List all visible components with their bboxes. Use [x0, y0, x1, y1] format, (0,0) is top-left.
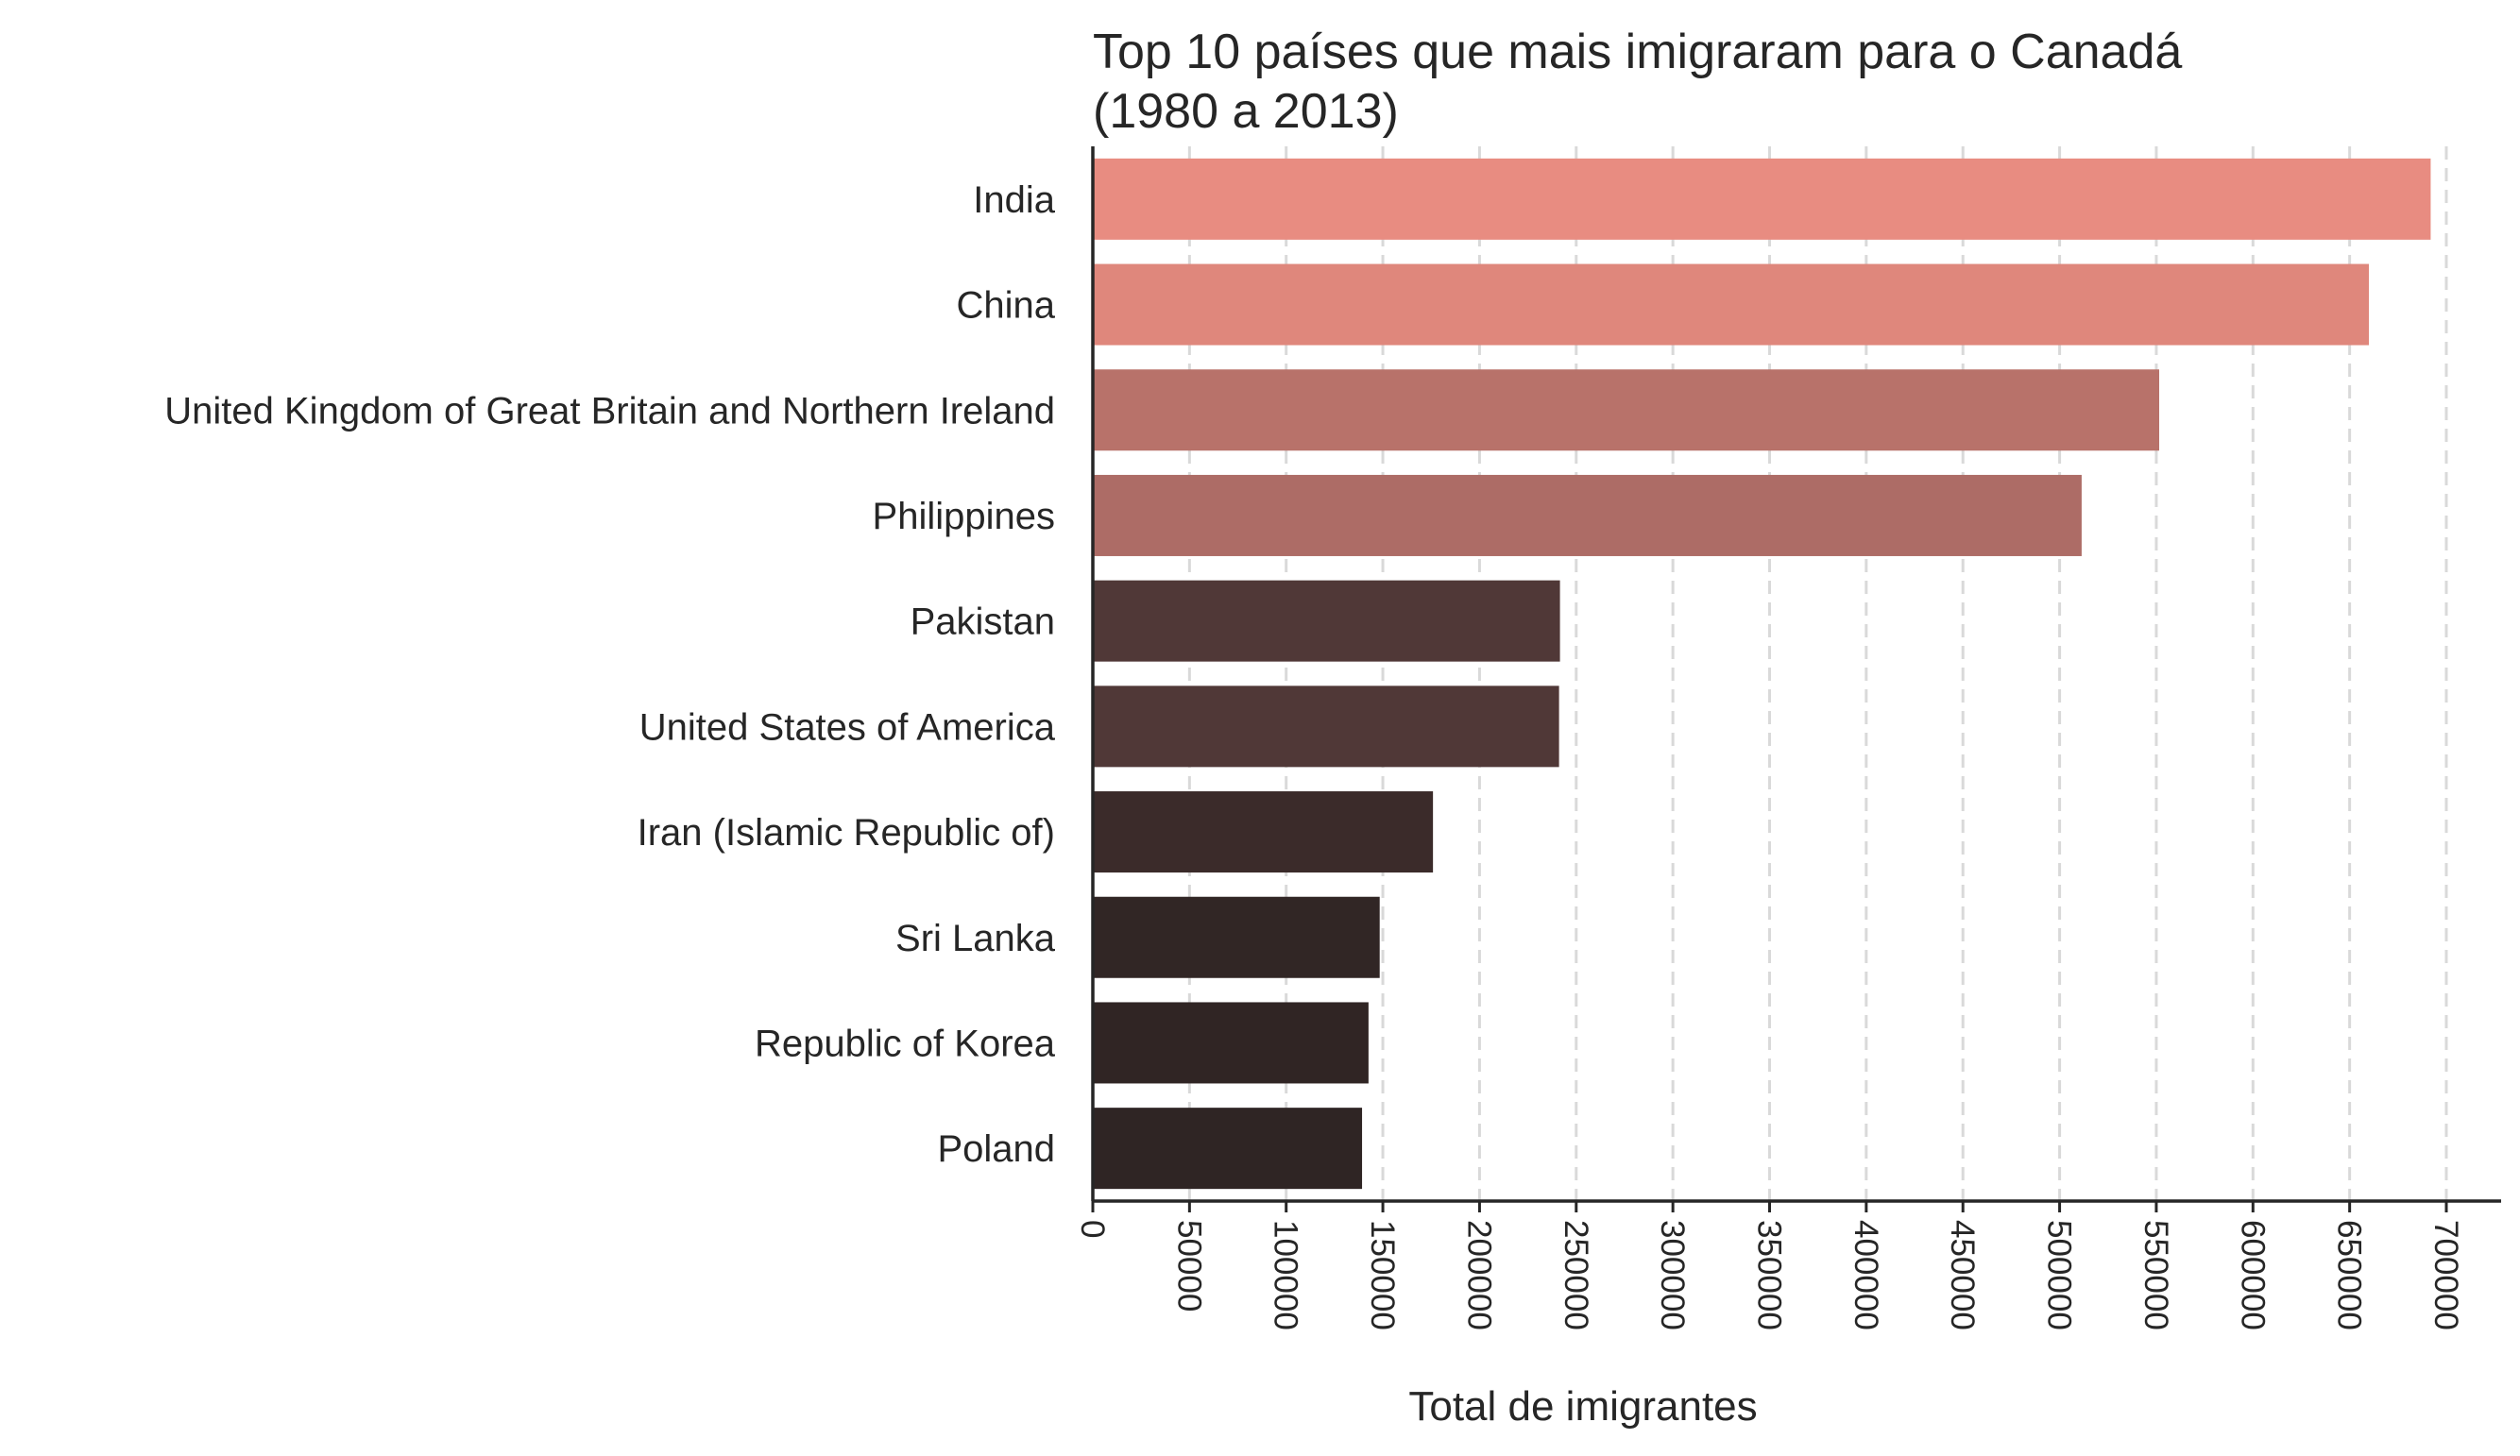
category-label-8: Republic of Korea [755, 1023, 1056, 1064]
x-tick-label-14: 700000 [2427, 1220, 2464, 1330]
x-tick-label-3: 150000 [1364, 1220, 1401, 1330]
bar-8 [1093, 1002, 1369, 1084]
category-label-0: India [973, 179, 1055, 221]
x-tick-label-12: 600000 [2234, 1220, 2271, 1330]
x-tick-label-7: 350000 [1751, 1220, 1788, 1330]
category-label-1: China [956, 285, 1055, 327]
bar-3 [1093, 474, 2082, 556]
category-label-4: Pakistan [911, 601, 1055, 643]
category-labels: India China United Kingdom of Great Britai… [164, 179, 1055, 1170]
category-label-3: Philippines [873, 496, 1055, 537]
chart-title-line-1: Top 10 países que mais imigraram para o … [1093, 25, 2182, 79]
bar-2 [1093, 369, 2159, 451]
x-tick-label-10: 500000 [2041, 1220, 2078, 1330]
x-axis-ticks: 0 50000 100000 150000 200000 250000 300000 3500… [1074, 1201, 2464, 1330]
bar-7 [1093, 896, 1380, 978]
x-axis-title: Total de imigrantes [1408, 1383, 1757, 1430]
x-tick-label-0: 0 [1074, 1220, 1111, 1238]
category-label-7: Sri Lanka [895, 918, 1056, 959]
bars [1093, 158, 2431, 1190]
category-label-6: Iran (Islamic Republic of) [638, 812, 1055, 854]
category-label-2: United Kingdom of Great Britain and Nort… [164, 390, 1055, 432]
bar-6 [1093, 791, 1434, 873]
bar-4 [1093, 580, 1560, 662]
category-label-9: Poland [937, 1128, 1055, 1170]
x-tick-label-9: 450000 [1944, 1220, 1981, 1330]
x-tick-label-2: 100000 [1268, 1220, 1304, 1330]
x-tick-label-11: 550000 [2137, 1220, 2174, 1330]
category-label-5: United States of America [639, 706, 1056, 748]
bar-0 [1093, 158, 2431, 240]
bar-9 [1093, 1108, 1363, 1190]
bar-1 [1093, 263, 2370, 346]
x-tick-label-1: 50000 [1170, 1220, 1207, 1312]
x-tick-label-4: 200000 [1460, 1220, 1497, 1330]
chart-title-line-2: (1980 a 2013) [1093, 84, 1399, 139]
x-tick-label-6: 300000 [1654, 1220, 1691, 1330]
x-tick-label-5: 250000 [1558, 1220, 1594, 1330]
bar-5 [1093, 686, 1559, 768]
x-tick-label-13: 650000 [2331, 1220, 2368, 1330]
x-tick-label-8: 400000 [1847, 1220, 1884, 1330]
